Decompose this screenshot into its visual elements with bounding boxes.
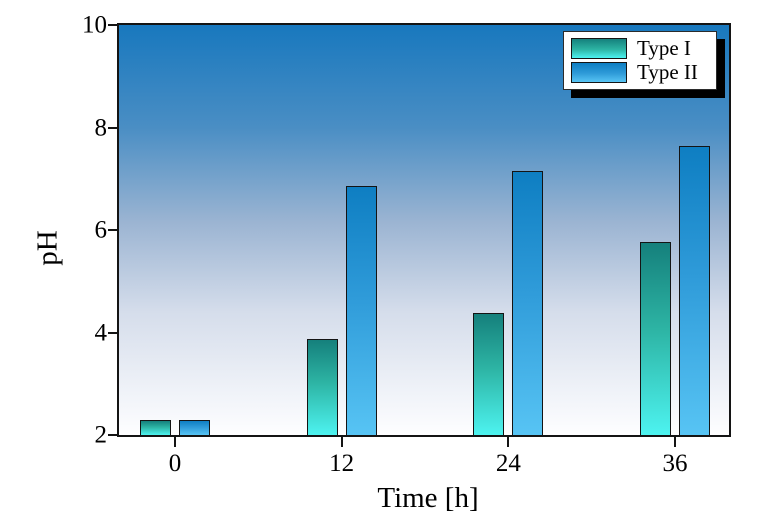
x-tick-24 [507, 437, 510, 447]
x-tick-12 [340, 437, 343, 447]
bar-type-i-t24 [473, 313, 505, 435]
y-tick-10 [108, 24, 119, 26]
x-axis-title: Time [h] [377, 482, 479, 514]
legend: Type I Type II [563, 31, 717, 90]
x-tick-label-0: 0 [168, 450, 182, 477]
x-tick-36 [674, 437, 676, 447]
y-tick-2 [108, 434, 119, 436]
bar-type-ii-t0 [179, 419, 210, 435]
y-tick-label-2: 2 [94, 421, 108, 449]
y-tick-label-10: 10 [82, 11, 107, 39]
y-tick-8 [108, 126, 119, 129]
legend-item-type-i: Type I [571, 38, 709, 59]
y-tick-6 [108, 229, 119, 231]
legend-label-type-i: Type I [637, 36, 691, 60]
bar-type-i-t36 [640, 242, 671, 435]
y-tick-4 [108, 331, 119, 334]
bar-type-i-t12 [306, 338, 338, 435]
y-tick-label-8: 8 [94, 114, 108, 141]
x-tick-label-24: 24 [495, 450, 521, 477]
x-tick-0 [174, 437, 176, 447]
legend-swatch-type-i [571, 38, 627, 59]
legend-label-type-ii: Type II [637, 60, 698, 84]
y-tick-label-6: 6 [94, 216, 108, 244]
x-tick-label-12: 12 [329, 450, 355, 477]
y-tick-label-4: 4 [94, 319, 108, 346]
bar-type-ii-t36 [679, 145, 710, 435]
bar-type-ii-t24 [512, 171, 544, 435]
bar-type-ii-t12 [345, 186, 377, 435]
bar-type-i-t0 [140, 419, 171, 435]
legend-swatch-type-ii [571, 62, 627, 83]
x-tick-label-36: 36 [662, 450, 688, 477]
legend-item-type-ii: Type II [571, 62, 709, 83]
plot-area [117, 23, 731, 437]
